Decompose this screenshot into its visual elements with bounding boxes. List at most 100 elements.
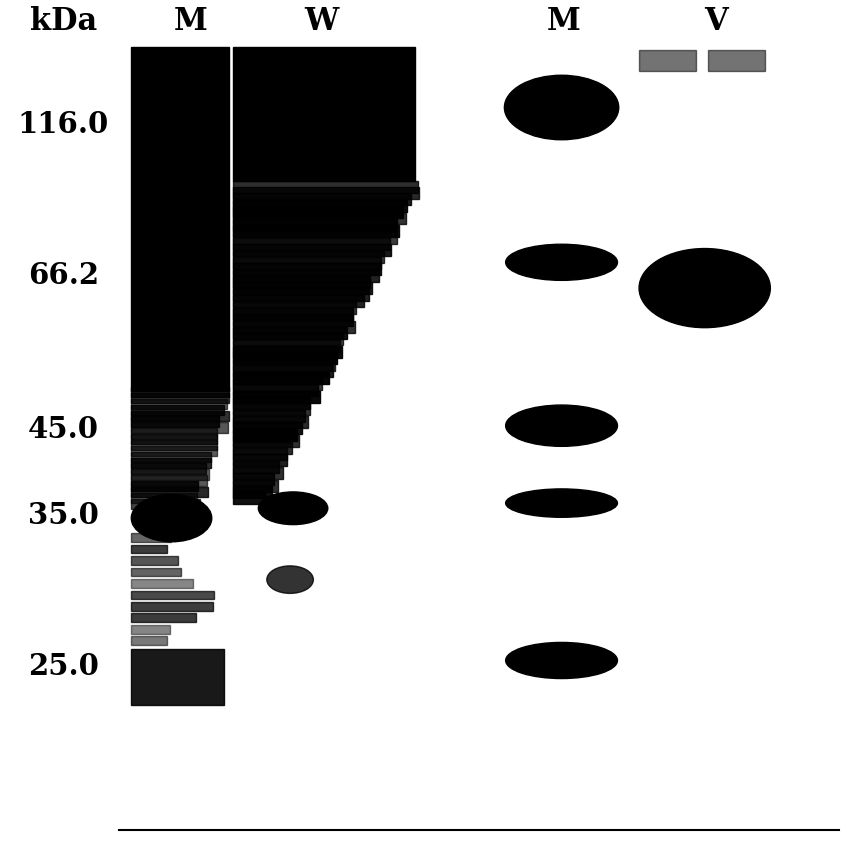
Bar — [233, 194, 411, 206]
Bar — [233, 206, 403, 218]
Bar — [233, 416, 308, 428]
Bar — [131, 405, 224, 415]
Text: 45.0: 45.0 — [28, 415, 99, 445]
Bar — [131, 416, 219, 427]
Bar — [233, 353, 337, 365]
Bar — [233, 346, 342, 358]
Bar — [131, 487, 208, 497]
Bar — [233, 238, 390, 250]
Bar — [233, 359, 335, 371]
Bar — [131, 470, 209, 480]
Bar — [233, 366, 333, 378]
Bar — [131, 556, 179, 565]
Ellipse shape — [639, 249, 771, 328]
Ellipse shape — [506, 405, 617, 446]
Bar — [233, 263, 381, 275]
Bar — [233, 429, 297, 441]
Bar — [233, 480, 278, 492]
Ellipse shape — [506, 642, 617, 679]
Bar — [233, 340, 340, 352]
Text: M: M — [546, 6, 580, 37]
Bar — [131, 602, 213, 611]
Bar — [233, 441, 292, 453]
Bar — [233, 473, 274, 485]
Bar — [233, 181, 418, 193]
Bar — [233, 250, 384, 262]
Bar — [233, 308, 353, 320]
Bar — [233, 47, 415, 181]
Bar — [131, 499, 201, 509]
Bar — [131, 533, 171, 542]
Bar — [233, 212, 406, 224]
Bar — [131, 591, 214, 599]
Bar — [233, 270, 379, 282]
Bar — [233, 282, 372, 294]
Text: M: M — [174, 6, 208, 37]
Bar — [131, 428, 218, 439]
Bar — [233, 390, 320, 402]
Bar — [131, 393, 229, 403]
Bar — [131, 568, 181, 576]
Bar — [233, 372, 329, 384]
Bar — [131, 445, 217, 456]
Bar — [233, 244, 391, 256]
Bar — [233, 448, 287, 460]
Bar — [708, 50, 765, 71]
Bar — [131, 440, 217, 451]
Ellipse shape — [258, 492, 328, 525]
Bar — [233, 378, 322, 390]
Bar — [233, 276, 369, 288]
Bar — [131, 422, 228, 433]
Text: kDa: kDa — [30, 6, 97, 37]
Bar — [233, 314, 352, 326]
Ellipse shape — [506, 488, 617, 517]
Bar — [233, 321, 355, 333]
Bar — [233, 384, 318, 396]
Bar — [131, 636, 168, 645]
Bar — [233, 435, 299, 447]
Bar — [131, 476, 208, 486]
Ellipse shape — [506, 244, 617, 280]
Bar — [131, 481, 198, 491]
Bar — [233, 422, 302, 434]
Bar — [131, 579, 193, 587]
Bar — [131, 464, 206, 474]
Ellipse shape — [267, 566, 313, 593]
Bar — [233, 257, 380, 269]
Bar — [233, 334, 343, 346]
Bar — [131, 458, 211, 468]
Bar — [233, 461, 280, 473]
Bar — [131, 399, 227, 409]
Bar — [131, 410, 229, 421]
Bar — [233, 187, 419, 199]
Bar — [233, 225, 399, 237]
Text: 25.0: 25.0 — [28, 652, 99, 681]
Bar — [233, 486, 272, 498]
Bar — [233, 409, 305, 421]
Text: 35.0: 35.0 — [28, 501, 99, 531]
Bar — [131, 625, 169, 634]
Bar — [233, 289, 369, 301]
Ellipse shape — [131, 494, 212, 542]
Bar — [233, 493, 265, 505]
Bar — [233, 467, 284, 479]
Bar — [233, 403, 310, 415]
Bar — [233, 200, 407, 212]
Bar — [233, 454, 287, 466]
Bar — [233, 218, 396, 230]
Bar — [131, 387, 229, 397]
Bar — [131, 649, 224, 705]
Text: 66.2: 66.2 — [28, 261, 99, 290]
Bar — [131, 493, 197, 503]
Bar — [131, 613, 196, 622]
Ellipse shape — [505, 76, 619, 139]
Bar — [233, 327, 347, 339]
Bar — [131, 434, 217, 445]
Bar — [233, 397, 310, 409]
Bar — [233, 302, 357, 314]
Text: V: V — [704, 6, 728, 37]
Bar — [131, 452, 211, 462]
Bar — [131, 47, 229, 391]
Bar — [233, 231, 396, 243]
Bar — [233, 295, 363, 307]
